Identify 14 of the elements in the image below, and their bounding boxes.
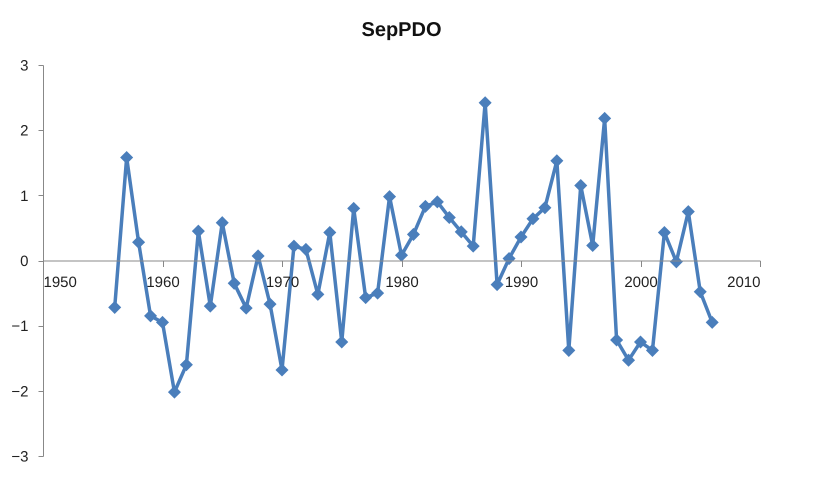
y-tick-label: 1 <box>20 188 28 205</box>
x-tick-label: 1950 <box>44 274 77 291</box>
chart-title: SepPDO <box>361 19 442 41</box>
y-tick-label: −1 <box>11 318 28 336</box>
x-tick-label: 1990 <box>504 274 538 291</box>
x-tick-label: 2010 <box>727 274 760 291</box>
x-tick-label: 1960 <box>146 274 180 291</box>
y-tick-label: 3 <box>20 58 28 74</box>
y-tick-label: −3 <box>11 448 28 466</box>
y-tick-label: 2 <box>20 122 28 140</box>
x-tick-label: 1980 <box>385 274 419 291</box>
y-tick-label: −2 <box>11 383 28 400</box>
x-tick-label: 2000 <box>624 274 658 291</box>
y-tick-label: 0 <box>20 253 28 270</box>
